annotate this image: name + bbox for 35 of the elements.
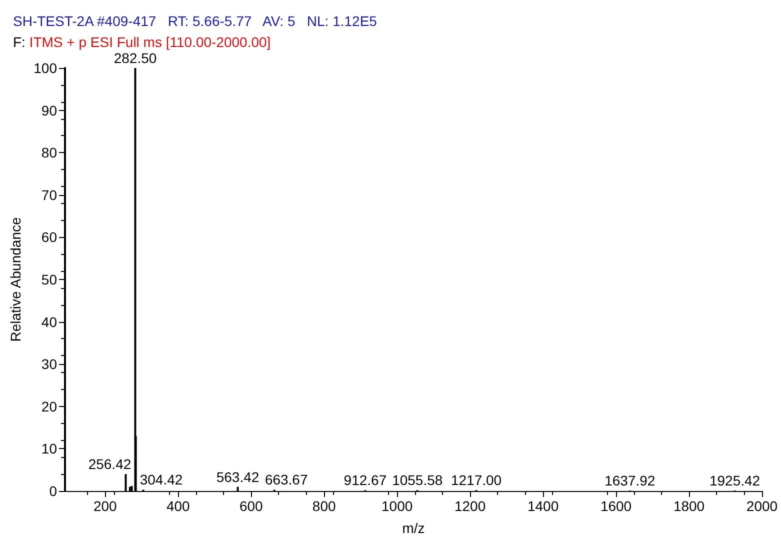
x-axis-title: m/z bbox=[402, 520, 425, 536]
x-tick-label: 1400 bbox=[527, 498, 559, 514]
annotation: 663.67 bbox=[264, 472, 308, 488]
x-tick-label: 1600 bbox=[600, 498, 632, 514]
y-tick-label: 90 bbox=[41, 102, 58, 118]
y-tick-label: 50 bbox=[41, 272, 58, 288]
y-tick-label: 0 bbox=[49, 483, 58, 499]
annotation: 912.67 bbox=[344, 472, 387, 488]
x-tick-label: 1800 bbox=[673, 498, 705, 514]
chart-subtitle: F: ITMS + p ESI Full ms [110.00-2000.00] bbox=[13, 34, 271, 50]
x-tick-label: 1000 bbox=[382, 498, 413, 514]
y-axis-title: Relative Abundance bbox=[8, 217, 24, 342]
annotation: 1925.42 bbox=[709, 472, 760, 489]
y-tick-label: 100 bbox=[34, 60, 58, 76]
annotation: 1637.92 bbox=[604, 472, 656, 489]
y-tick-label: 80 bbox=[41, 144, 58, 161]
x-tick-label: 200 bbox=[93, 498, 118, 514]
x-tick-label: 600 bbox=[239, 498, 263, 514]
x-tick-label: 400 bbox=[166, 498, 190, 514]
x-tick-label: 1200 bbox=[454, 498, 486, 514]
annotation: 256.42 bbox=[88, 456, 132, 472]
annotation: 1055.58 bbox=[392, 472, 443, 488]
y-tick-label: 60 bbox=[41, 229, 58, 246]
y-tick-label: 70 bbox=[41, 186, 58, 203]
y-tick-label: 40 bbox=[41, 314, 58, 330]
x-tick-label: 2000 bbox=[746, 498, 778, 514]
y-tick-label: 20 bbox=[41, 398, 58, 414]
x-tick-label: 800 bbox=[312, 498, 336, 514]
y-tick-label: 30 bbox=[41, 356, 58, 372]
y-tick-label: 10 bbox=[41, 440, 58, 457]
annotation: 304.42 bbox=[140, 472, 183, 488]
chart-title: SH-TEST-2A #409-417 RT: 5.66-5.77 AV: 5 NL: 1.12E5 bbox=[13, 13, 378, 29]
annotation: 1217.00 bbox=[450, 472, 502, 488]
annotation: 282.50 bbox=[114, 50, 157, 66]
annotation: 563.42 bbox=[216, 468, 260, 485]
